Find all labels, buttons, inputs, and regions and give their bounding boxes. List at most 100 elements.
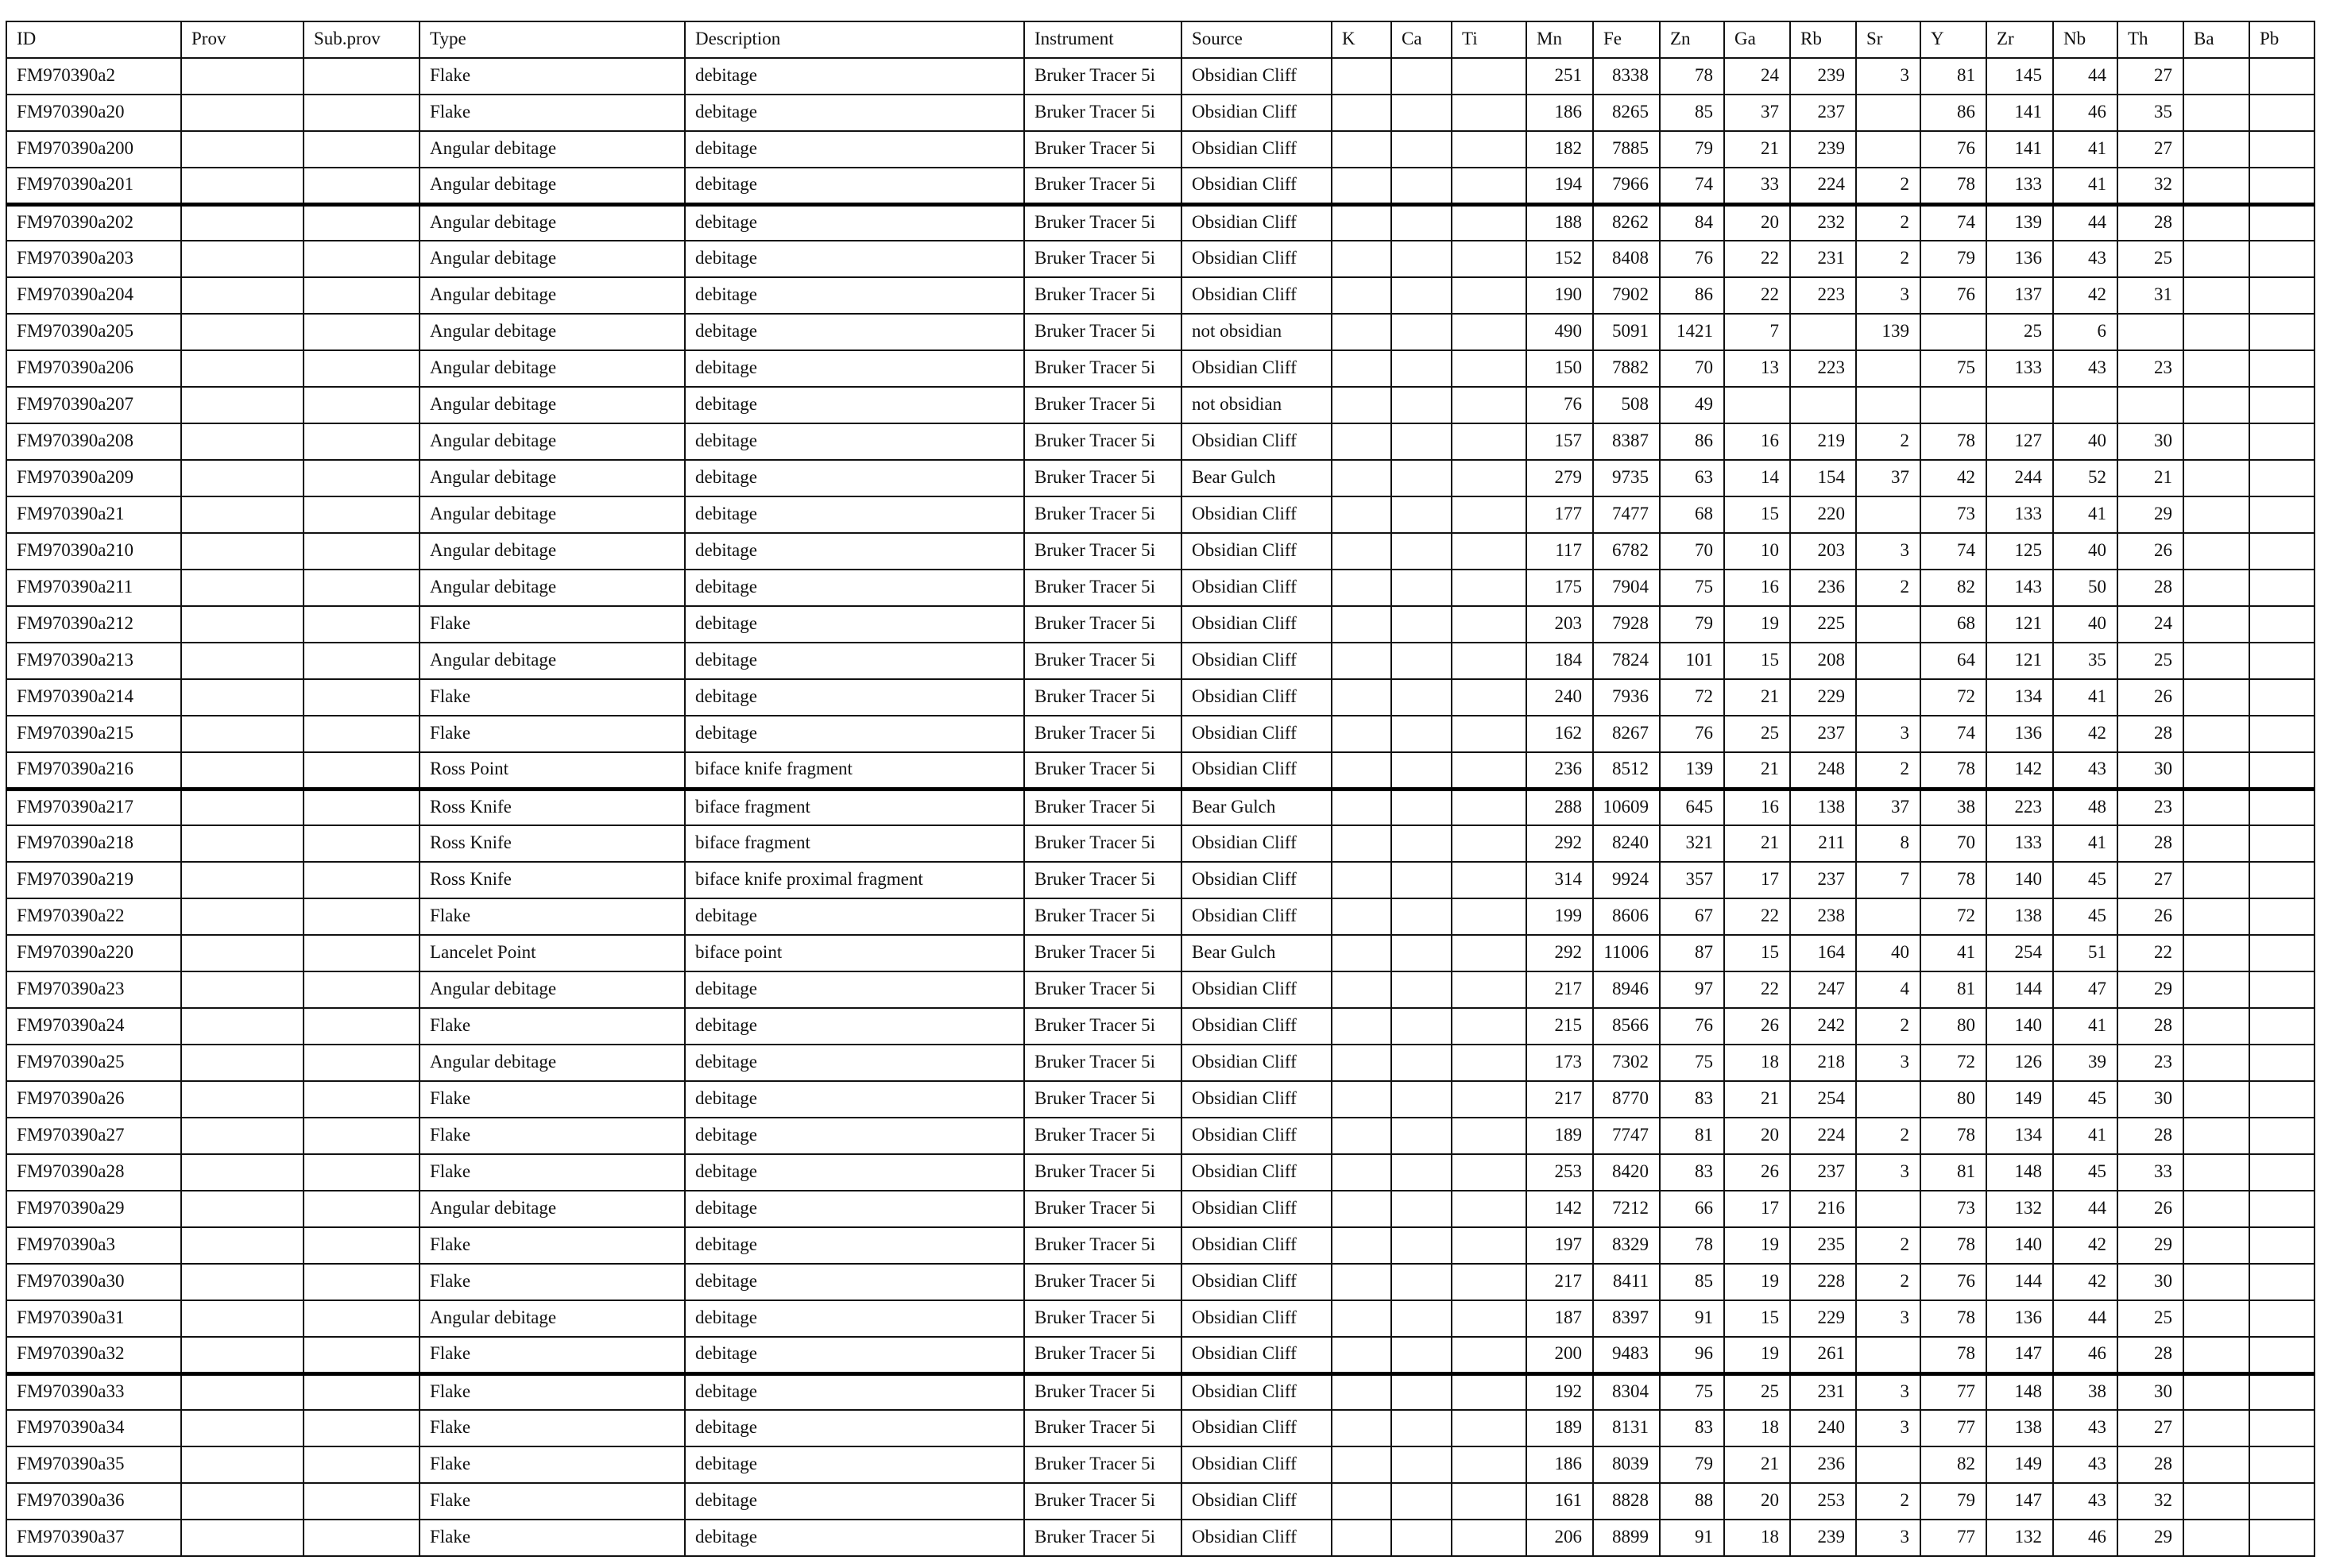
cell-id: FM970390a206 (6, 350, 182, 388)
cell-zr: 140 (1986, 861, 2054, 899)
data-table: ID Prov Sub.prov Type Description Instrument S… (6, 21, 2315, 1557)
cell-sr (1855, 605, 1921, 643)
cell-id: FM970390a21 (6, 496, 182, 534)
cell-id: FM970390a214 (6, 678, 182, 716)
cell-zn: 78 (1659, 1226, 1725, 1265)
cell-instrument: Bruker Tracer 5i (1023, 861, 1182, 899)
cell-ca (1390, 605, 1452, 643)
cell-instrument: Bruker Tracer 5i (1023, 605, 1182, 643)
cell-ti (1451, 642, 1527, 680)
cell-instrument: Bruker Tracer 5i (1023, 1519, 1182, 1557)
cell-ba (2183, 1300, 2250, 1338)
cell-nb: 42 (2052, 276, 2118, 315)
table-row: FM970390a218 Ross Knife biface fragment Bru… (6, 825, 2315, 863)
cell-zr (1986, 386, 2054, 424)
cell-ba (2183, 167, 2250, 207)
cell-th: 26 (2117, 678, 2184, 716)
cell-ti (1451, 1044, 1527, 1082)
cell-y: 78 (1920, 1226, 1987, 1265)
cell-zn: 79 (1659, 1446, 1725, 1484)
cell-fe: 5091 (1592, 313, 1661, 351)
table-row: FM970390a32 Flake debitage Bruker Tracer 5i… (6, 1336, 2315, 1376)
cell-rb: 239 (1789, 130, 1857, 168)
cell-ba (2183, 1080, 2250, 1118)
cell-sr (1855, 94, 1921, 132)
cell-id: FM970390a25 (6, 1044, 182, 1082)
cell-instrument: Bruker Tracer 5i (1023, 715, 1182, 753)
cell-fe: 8304 (1592, 1373, 1661, 1411)
cell-subprov (303, 605, 420, 643)
cell-prov (180, 678, 304, 716)
cell-id: FM970390a33 (6, 1373, 182, 1411)
cell-subprov (303, 1263, 420, 1301)
cell-source: Obsidian Cliff (1181, 276, 1332, 315)
cell-instrument: Bruker Tracer 5i (1023, 1409, 1182, 1447)
cell-nb: 40 (2052, 532, 2118, 570)
cell-source: not obsidian (1181, 386, 1332, 424)
cell-zn: 83 (1659, 1153, 1725, 1191)
cell-ga: 22 (1723, 276, 1791, 315)
cell-fe: 8411 (1592, 1263, 1661, 1301)
cell-id: FM970390a210 (6, 532, 182, 570)
table-row: FM970390a208 Angular debitage debitage Bruk… (6, 423, 2315, 461)
cell-y: 38 (1920, 788, 1987, 826)
cell-zn: 75 (1659, 1044, 1725, 1082)
cell-description: debitage (684, 1373, 1025, 1411)
cell-y: 64 (1920, 642, 1987, 680)
cell-ti (1451, 1007, 1527, 1045)
cell-mn: 76 (1526, 386, 1594, 424)
cell-prov (180, 423, 304, 461)
cell-description: biface fragment (684, 825, 1025, 863)
table-row: FM970390a25 Angular debitage debitage Bruke… (6, 1044, 2315, 1082)
cell-fe: 8262 (1592, 203, 1661, 241)
table-row: FM970390a202 Angular debitage debitage Bruk… (6, 203, 2315, 241)
cell-mn: 490 (1526, 313, 1594, 351)
cell-pb (2249, 1519, 2315, 1557)
cell-y: 82 (1920, 1446, 1987, 1484)
cell-ba (2183, 1409, 2250, 1447)
cell-prov (180, 532, 304, 570)
cell-source: Obsidian Cliff (1181, 825, 1332, 863)
column-header-y: Y (1920, 21, 1987, 59)
cell-pb (2249, 751, 2315, 791)
cell-prov (180, 1409, 304, 1447)
cell-source: Obsidian Cliff (1181, 678, 1332, 716)
cell-k (1331, 1409, 1392, 1447)
cell-instrument: Bruker Tracer 5i (1023, 167, 1182, 207)
cell-k (1331, 751, 1392, 791)
cell-zn: 75 (1659, 1373, 1725, 1411)
cell-source: Obsidian Cliff (1181, 642, 1332, 680)
cell-rb: 154 (1789, 459, 1857, 497)
cell-sr: 3 (1855, 1300, 1921, 1338)
cell-k (1331, 1519, 1392, 1557)
cell-description: debitage (684, 532, 1025, 570)
cell-zn: 85 (1659, 1263, 1725, 1301)
cell-description: biface knife proximal fragment (684, 861, 1025, 899)
cell-mn: 186 (1526, 94, 1594, 132)
cell-zr: 126 (1986, 1044, 2054, 1082)
cell-ba (2183, 423, 2250, 461)
cell-ca (1390, 459, 1452, 497)
cell-ba (2183, 1153, 2250, 1191)
cell-id: FM970390a29 (6, 1190, 182, 1228)
cell-y: 81 (1920, 1153, 1987, 1191)
cell-nb: 46 (2052, 94, 2118, 132)
cell-description: debitage (684, 971, 1025, 1009)
cell-ba (2183, 94, 2250, 132)
cell-zr: 136 (1986, 715, 2054, 753)
cell-source: Obsidian Cliff (1181, 605, 1332, 643)
cell-mn: 190 (1526, 276, 1594, 315)
cell-th: 29 (2117, 1519, 2184, 1557)
cell-k (1331, 1482, 1392, 1520)
cell-th: 30 (2117, 751, 2184, 791)
cell-fe: 8265 (1592, 94, 1661, 132)
table-row: FM970390a30 Flake debitage Bruker Tracer 5i… (6, 1263, 2315, 1301)
cell-source: Obsidian Cliff (1181, 1482, 1332, 1520)
cell-pb (2249, 313, 2315, 351)
cell-ca (1390, 971, 1452, 1009)
table-row: FM970390a35 Flake debitage Bruker Tracer 5i… (6, 1446, 2315, 1484)
cell-description: debitage (684, 203, 1025, 241)
cell-prov (180, 971, 304, 1009)
column-header-subprov: Sub.prov (303, 21, 420, 59)
